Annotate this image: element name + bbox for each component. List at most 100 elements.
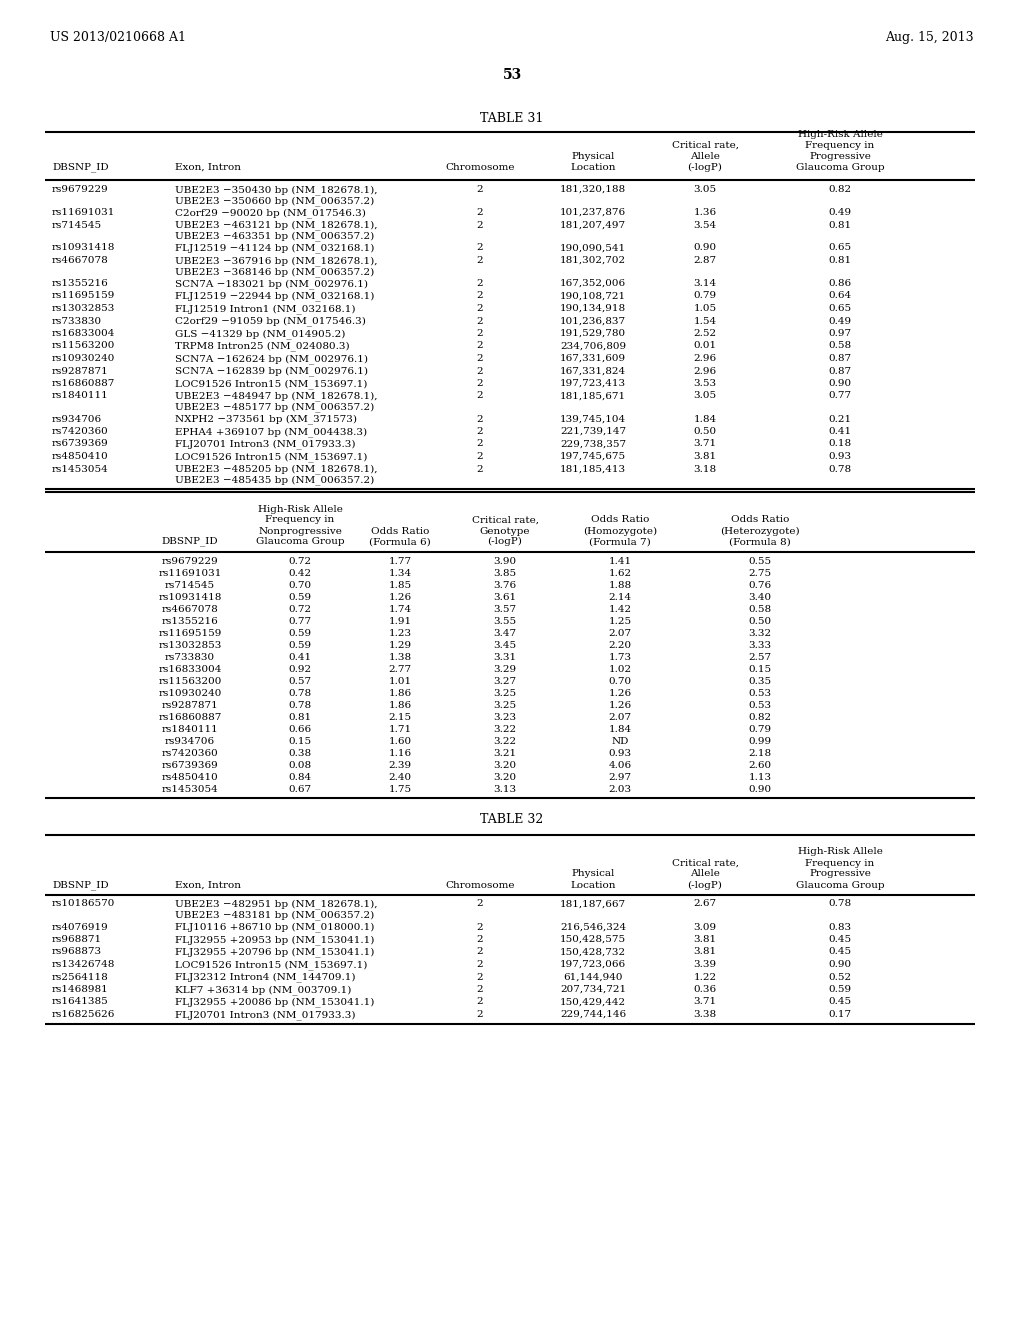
Text: 0.90: 0.90 [749,784,771,793]
Text: UBE2E3 −482951 bp (NM_182678.1),: UBE2E3 −482951 bp (NM_182678.1), [175,899,378,909]
Text: 1.54: 1.54 [693,317,717,326]
Text: 2.96: 2.96 [693,367,717,375]
Text: 0.76: 0.76 [749,581,771,590]
Text: 2: 2 [477,185,483,194]
Text: 229,738,357: 229,738,357 [560,440,626,449]
Text: 2.75: 2.75 [749,569,771,578]
Text: Odds Ratio: Odds Ratio [731,516,790,524]
Text: 0.57: 0.57 [289,676,311,685]
Text: UBE2E3 −484947 bp (NM_182678.1),: UBE2E3 −484947 bp (NM_182678.1), [175,392,378,401]
Text: 1.25: 1.25 [608,616,632,626]
Text: rs714545: rs714545 [165,581,215,590]
Text: rs11695159: rs11695159 [159,628,221,638]
Text: rs7420360: rs7420360 [52,426,109,436]
Text: Frequency in: Frequency in [805,141,874,150]
Text: 2: 2 [477,342,483,351]
Text: rs13426748: rs13426748 [52,960,116,969]
Text: 1.26: 1.26 [388,593,412,602]
Text: 2: 2 [477,329,483,338]
Text: 2: 2 [477,292,483,301]
Text: 0.53: 0.53 [749,689,771,697]
Text: Allele: Allele [690,152,720,161]
Text: High-Risk Allele: High-Risk Allele [798,847,883,857]
Text: 2: 2 [477,367,483,375]
Text: rs9287871: rs9287871 [52,367,109,375]
Text: 1.02: 1.02 [608,664,632,673]
Text: LOC91526 Intron15 (NM_153697.1): LOC91526 Intron15 (NM_153697.1) [175,379,368,389]
Text: rs4850410: rs4850410 [162,772,218,781]
Text: 2: 2 [477,426,483,436]
Text: 2: 2 [477,465,483,474]
Text: 1.84: 1.84 [608,725,632,734]
Text: 0.93: 0.93 [608,748,632,758]
Text: 181,185,413: 181,185,413 [560,465,626,474]
Text: 3.38: 3.38 [693,1010,717,1019]
Text: 1.26: 1.26 [608,689,632,697]
Text: 1.23: 1.23 [388,628,412,638]
Text: 0.41: 0.41 [828,426,852,436]
Text: 190,090,541: 190,090,541 [560,243,626,252]
Text: rs934706: rs934706 [165,737,215,746]
Text: C2orf29 −90020 bp (NM_017546.3): C2orf29 −90020 bp (NM_017546.3) [175,209,366,218]
Text: 216,546,324: 216,546,324 [560,923,626,932]
Text: 0.82: 0.82 [828,185,852,194]
Text: 0.83: 0.83 [828,923,852,932]
Text: Aug. 15, 2013: Aug. 15, 2013 [886,32,974,45]
Text: UBE2E3 −368146 bp (NM_006357.2): UBE2E3 −368146 bp (NM_006357.2) [175,267,374,277]
Text: 3.29: 3.29 [494,664,516,673]
Text: 3.14: 3.14 [693,279,717,288]
Text: 3.85: 3.85 [494,569,516,578]
Text: (Homozygote): (Homozygote) [583,527,657,536]
Text: DBSNP_ID: DBSNP_ID [52,162,109,172]
Text: 3.71: 3.71 [693,440,717,449]
Text: 0.86: 0.86 [828,279,852,288]
Text: 2: 2 [477,960,483,969]
Text: rs934706: rs934706 [52,414,102,424]
Text: 2: 2 [477,220,483,230]
Text: 4.06: 4.06 [608,760,632,770]
Text: 0.65: 0.65 [828,304,852,313]
Text: 2.14: 2.14 [608,593,632,602]
Text: 0.78: 0.78 [828,465,852,474]
Text: 167,331,824: 167,331,824 [560,367,626,375]
Text: rs13032853: rs13032853 [52,304,116,313]
Text: 0.84: 0.84 [289,772,311,781]
Text: FLJ10116 +86710 bp (NM_018000.1): FLJ10116 +86710 bp (NM_018000.1) [175,923,375,932]
Text: 0.65: 0.65 [828,243,852,252]
Text: 3.55: 3.55 [494,616,516,626]
Text: 150,429,442: 150,429,442 [560,998,626,1006]
Text: 0.41: 0.41 [289,652,311,661]
Text: LOC91526 Intron15 (NM_153697.1): LOC91526 Intron15 (NM_153697.1) [175,451,368,462]
Text: 3.47: 3.47 [494,628,516,638]
Text: KLF7 +36314 bp (NM_003709.1): KLF7 +36314 bp (NM_003709.1) [175,985,351,995]
Text: 2.87: 2.87 [693,256,717,265]
Text: 3.05: 3.05 [693,392,717,400]
Text: 1.05: 1.05 [693,304,717,313]
Text: 1.88: 1.88 [608,581,632,590]
Text: 2: 2 [477,256,483,265]
Text: 2: 2 [477,440,483,449]
Text: 3.25: 3.25 [494,701,516,710]
Text: rs10931418: rs10931418 [159,593,221,602]
Text: 0.17: 0.17 [828,1010,852,1019]
Text: 207,734,721: 207,734,721 [560,985,626,994]
Text: 2.77: 2.77 [388,664,412,673]
Text: 0.50: 0.50 [693,426,717,436]
Text: 2: 2 [477,973,483,982]
Text: rs11563200: rs11563200 [52,342,116,351]
Text: rs11691031: rs11691031 [52,209,116,216]
Text: 2: 2 [477,279,483,288]
Text: rs4076919: rs4076919 [52,923,109,932]
Text: FLJ32955 +20796 bp (NM_153041.1): FLJ32955 +20796 bp (NM_153041.1) [175,948,375,957]
Text: 2: 2 [477,392,483,400]
Text: 0.78: 0.78 [289,689,311,697]
Text: 2.96: 2.96 [693,354,717,363]
Text: DBSNP_ID: DBSNP_ID [52,880,109,890]
Text: 1.86: 1.86 [388,689,412,697]
Text: Frequency in: Frequency in [805,858,874,867]
Text: 3.20: 3.20 [494,760,516,770]
Text: 1.36: 1.36 [693,209,717,216]
Text: 0.78: 0.78 [289,701,311,710]
Text: 181,187,667: 181,187,667 [560,899,626,908]
Text: Critical rate,: Critical rate, [672,141,738,150]
